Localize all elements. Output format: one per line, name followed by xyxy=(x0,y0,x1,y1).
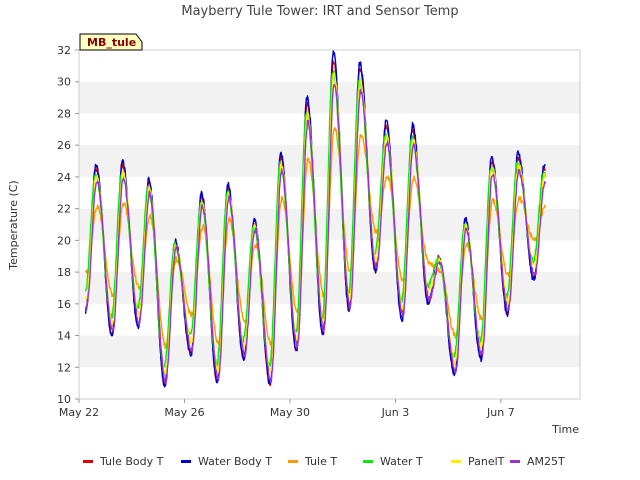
grid-band xyxy=(79,335,580,368)
legend-label: PanelT xyxy=(468,454,505,468)
legend-swatch xyxy=(363,459,373,463)
legend-label: Tule T xyxy=(305,454,338,468)
y-tick-label: 28 xyxy=(57,107,71,120)
y-tick-label: 20 xyxy=(57,234,71,247)
legend-swatch xyxy=(181,459,191,463)
grid-band xyxy=(79,272,580,304)
x-tick-label: Jun 3 xyxy=(381,406,410,419)
x-tick-label: May 30 xyxy=(270,406,310,419)
legend-item: Tule Body T xyxy=(83,452,163,470)
legend-swatch xyxy=(510,459,520,463)
y-axis: 10 12 14 16 18 20 22 24 26 28 30 32 xyxy=(57,44,79,406)
legend-item: Tule T xyxy=(288,452,337,470)
y-tick-label: 14 xyxy=(57,330,71,343)
legend-label: Water T xyxy=(380,454,423,468)
y-axis-label: Temperature (C) xyxy=(7,180,20,270)
site-label-badge: MB_tule xyxy=(79,33,143,51)
legend-label: AM25T xyxy=(527,454,565,468)
y-tick-label: 18 xyxy=(57,266,71,279)
legend-item: Water Body T xyxy=(181,452,272,470)
site-label-box xyxy=(79,33,143,51)
y-tick-label: 16 xyxy=(57,298,71,311)
x-axis: May 22 May 26 May 30 Jun 3 Jun 7 xyxy=(59,399,515,419)
y-tick-label: 26 xyxy=(57,139,71,152)
y-tick-label: 32 xyxy=(57,44,71,57)
y-tick-label: 24 xyxy=(57,171,71,184)
plot-frame xyxy=(78,49,581,400)
y-tick-label: 12 xyxy=(57,361,71,374)
x-tick-label: May 22 xyxy=(59,406,99,419)
legend-swatch xyxy=(288,459,298,463)
legend-swatch xyxy=(83,459,93,463)
series-line-am25t xyxy=(84,83,547,385)
legend-item: PanelT xyxy=(451,452,504,470)
x-tick-label: May 26 xyxy=(164,406,204,419)
y-tick-label: 10 xyxy=(57,393,71,406)
x-axis-label: Time xyxy=(551,423,579,436)
plot-lines xyxy=(84,49,547,388)
legend: Tule Body T Water Body T Tule T Water T Pane… xyxy=(0,452,640,470)
chart-title: Mayberry Tule Tower: IRT and Sensor Temp xyxy=(181,4,458,19)
x-tick-label: Jun 7 xyxy=(486,406,515,419)
legend-label: Water Body T xyxy=(198,454,272,468)
y-tick-label: 22 xyxy=(57,203,71,216)
legend-swatch xyxy=(451,459,461,463)
y-tick-label: 30 xyxy=(57,76,71,89)
legend-item: Water T xyxy=(363,452,423,470)
site-label-text: MB_tule xyxy=(87,36,136,49)
legend-item: AM25T xyxy=(510,452,565,470)
legend-label: Tule Body T xyxy=(100,454,164,468)
